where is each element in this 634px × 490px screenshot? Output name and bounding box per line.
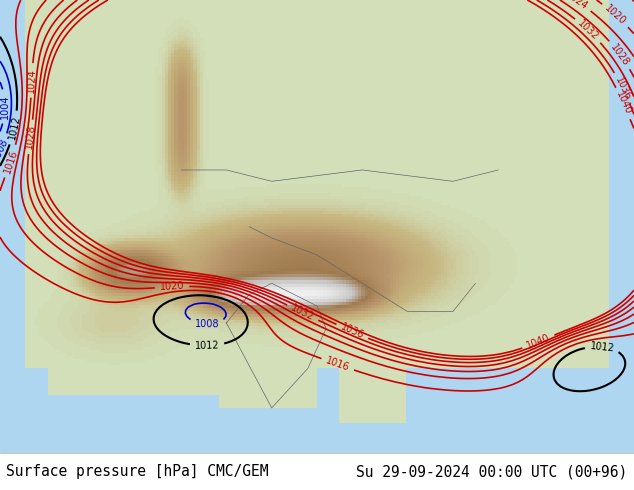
Text: 1016: 1016 xyxy=(325,356,351,373)
Text: Surface pressure [hPa] CMC/GEM: Surface pressure [hPa] CMC/GEM xyxy=(6,464,269,479)
Text: 1004: 1004 xyxy=(0,94,10,119)
Text: 1040: 1040 xyxy=(525,333,552,351)
Text: 1020: 1020 xyxy=(603,3,628,27)
Text: 1028: 1028 xyxy=(609,42,631,68)
Text: 1028: 1028 xyxy=(24,124,37,150)
Text: 1020: 1020 xyxy=(160,281,184,293)
Text: 1012: 1012 xyxy=(590,341,615,353)
Text: Su 29-09-2024 00:00 UTC (00+96): Su 29-09-2024 00:00 UTC (00+96) xyxy=(356,464,628,479)
Text: 1012: 1012 xyxy=(7,115,22,141)
Text: 1024: 1024 xyxy=(26,68,37,93)
Text: 1036: 1036 xyxy=(339,322,365,341)
Text: 1036: 1036 xyxy=(612,75,633,101)
Text: 1016: 1016 xyxy=(2,148,19,174)
Text: 1008: 1008 xyxy=(195,318,219,329)
Text: 1012: 1012 xyxy=(195,341,219,351)
Text: 1032: 1032 xyxy=(289,303,316,322)
Text: 1040: 1040 xyxy=(614,90,633,117)
Text: 1008: 1008 xyxy=(0,136,10,163)
Text: 1024: 1024 xyxy=(564,0,590,12)
Text: 1032: 1032 xyxy=(576,18,600,43)
